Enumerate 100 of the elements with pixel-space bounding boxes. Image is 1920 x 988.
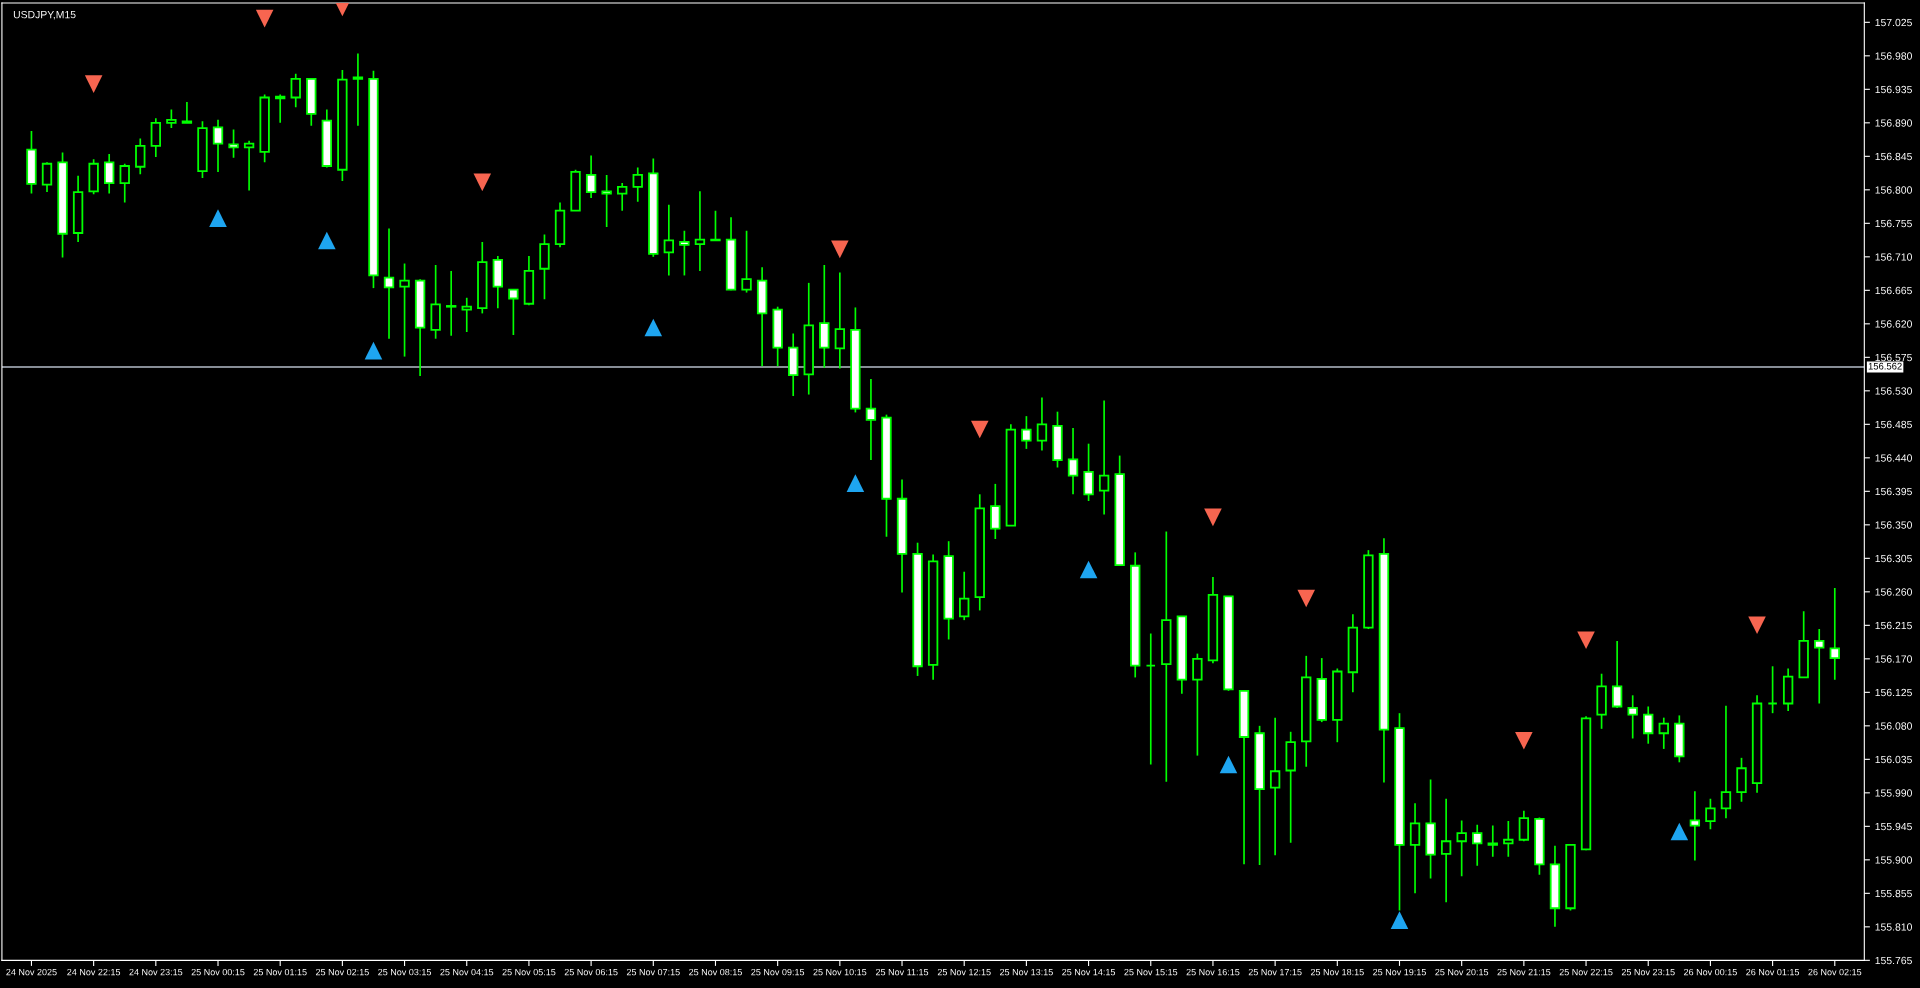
x-tick-label: 25 Nov 09:15 — [751, 968, 805, 976]
candlestick — [352, 52, 364, 127]
x-tick-label: 25 Nov 13:15 — [1000, 968, 1053, 976]
candlestick — [228, 128, 239, 159]
candlestick — [959, 570, 970, 621]
candlestick — [181, 101, 193, 124]
y-tick-label: 156.575 — [1875, 353, 1912, 362]
y-tick-label: 156.125 — [1875, 688, 1912, 697]
candlestick — [446, 270, 457, 337]
candlestick — [135, 137, 146, 176]
point — [209, 209, 227, 227]
candlestick — [1814, 628, 1825, 705]
candlestick — [1036, 396, 1048, 452]
y-tick-label: 156.215 — [1875, 621, 1912, 630]
x-tick-label: 25 Nov 12:15 — [937, 968, 991, 976]
point — [473, 173, 492, 192]
x-tick-label: 25 Nov 21:15 — [1497, 968, 1551, 976]
y-tick-label: 156.170 — [1875, 655, 1912, 663]
x-tick-label: 26 Nov 01:15 — [1746, 968, 1800, 976]
candlestick — [1658, 716, 1669, 750]
x-tick-label: 26 Nov 02:15 — [1808, 968, 1862, 976]
candlestick — [1456, 819, 1467, 878]
point — [1748, 616, 1766, 635]
candlestick — [617, 182, 628, 212]
y-tick-label: 155.855 — [1875, 889, 1912, 898]
y-tick-label: 156.710 — [1875, 253, 1912, 261]
candlestick — [679, 229, 690, 277]
point — [1204, 508, 1222, 527]
candlestick — [1083, 442, 1094, 502]
x-tick-label: 25 Nov 19:15 — [1373, 968, 1426, 976]
point — [1390, 911, 1409, 929]
y-tick-label: 155.900 — [1875, 856, 1912, 864]
candlestick — [663, 203, 675, 277]
candlestick — [1689, 790, 1701, 862]
candlestick — [243, 139, 255, 192]
text: USDJPY,M15 — [13, 10, 76, 20]
candlestick — [290, 72, 301, 109]
x-tick-label: 25 Nov 10:15 — [813, 968, 867, 976]
y-tick-label: 156.845 — [1875, 152, 1912, 161]
candlestick — [1067, 427, 1079, 496]
candlestick — [399, 262, 410, 358]
x-tick-label: 25 Nov 23:15 — [1621, 968, 1675, 976]
y-tick-label: 156.530 — [1875, 387, 1912, 395]
point — [1670, 822, 1689, 841]
point — [84, 75, 103, 93]
candlestick — [461, 296, 472, 333]
y-tick-label: 156.035 — [1875, 755, 1912, 764]
candlestick — [1098, 399, 1110, 516]
candlestick — [1736, 757, 1747, 803]
x-tick-label: 25 Nov 18:15 — [1310, 968, 1364, 976]
point — [644, 318, 663, 337]
candlestick — [1829, 587, 1840, 681]
y-tick-label: 155.945 — [1875, 822, 1912, 831]
y-tick-label: 155.765 — [1875, 956, 1912, 965]
candlestick — [119, 162, 130, 204]
y-tick-label: 156.350 — [1875, 521, 1912, 529]
candlestick — [41, 161, 53, 193]
candlestick — [601, 174, 612, 228]
candlestick — [1705, 797, 1716, 831]
y-tick-label: 156.485 — [1875, 420, 1912, 429]
y-tick-label: 156.440 — [1875, 454, 1912, 462]
point — [1577, 631, 1595, 649]
point — [970, 420, 989, 439]
candlestick — [694, 190, 706, 272]
y-tick-label: 156.800 — [1875, 186, 1912, 194]
point — [831, 240, 849, 259]
candlestick — [1472, 824, 1483, 867]
x-tick-label: 24 Nov 2025 — [6, 968, 57, 976]
candlestick — [710, 209, 721, 242]
x-tick-label: 25 Nov 14:15 — [1062, 968, 1116, 976]
y-tick-label: 156.620 — [1875, 320, 1912, 328]
y-tick-label: 156.980 — [1875, 52, 1912, 60]
x-tick-label: 25 Nov 15:15 — [1124, 968, 1178, 976]
x-tick-label: 25 Nov 11:15 — [875, 968, 929, 976]
candlestick — [1487, 824, 1498, 858]
candlestick — [865, 378, 877, 461]
y-tick-label: 156.080 — [1875, 722, 1912, 730]
x-tick-label: 25 Nov 02:15 — [315, 968, 369, 976]
x-tick-label: 25 Nov 22:15 — [1559, 968, 1613, 976]
x-tick-label: 25 Nov 01:15 — [253, 968, 307, 976]
candlestick — [1409, 802, 1421, 895]
x-tick-label: 25 Nov 16:15 — [1186, 968, 1240, 976]
x-tick-label: 24 Nov 22:15 — [67, 968, 121, 976]
y-tick-label: 157.025 — [1875, 18, 1912, 27]
candlestick — [1611, 640, 1623, 709]
candlestick — [1440, 797, 1452, 904]
y-tick-label: 156.935 — [1875, 85, 1912, 94]
point — [255, 9, 274, 28]
point — [846, 474, 865, 492]
candlestick — [1627, 694, 1638, 740]
candlestick — [166, 108, 177, 129]
y-tick-label: 156.665 — [1875, 286, 1912, 295]
x-tick-label: 25 Nov 17:15 — [1248, 968, 1302, 976]
y-tick-label: 156.260 — [1875, 588, 1912, 596]
candlestick — [990, 483, 1001, 540]
candlestick — [632, 166, 643, 203]
candlestick — [834, 271, 846, 370]
point — [364, 341, 383, 360]
candlestick — [383, 227, 395, 340]
point — [318, 231, 336, 250]
